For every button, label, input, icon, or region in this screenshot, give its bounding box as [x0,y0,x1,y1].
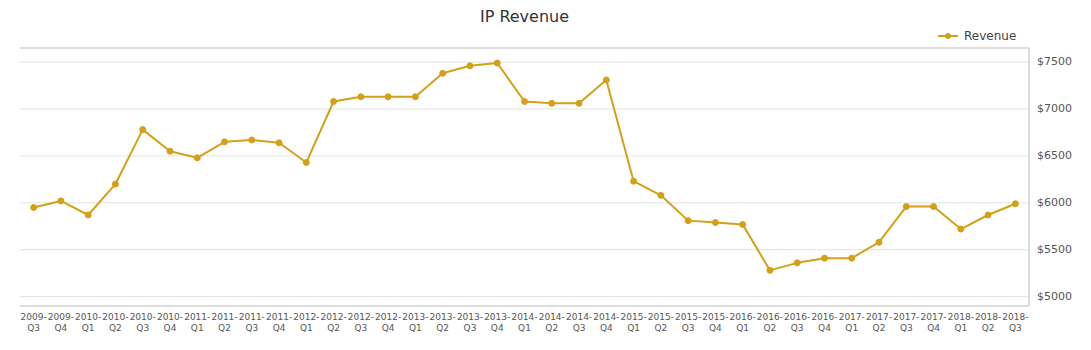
marker [767,267,773,273]
x-tick-label: 2017-Q3 [893,312,919,333]
marker [194,155,200,161]
y-tick-label: $5500 [1037,243,1072,256]
marker [140,127,146,133]
frame-bottom [20,306,1029,307]
x-tick-label: 2014-Q3 [566,312,592,333]
chart: $5000 $5500 $6000 $6500 $7000 $7500 2009-Q3200… [0,0,1091,350]
marker [821,255,827,261]
x-tick-label: 2016-Q3 [784,312,810,333]
marker [358,94,364,100]
x-tick-label: 2011-Q2 [211,312,237,333]
x-tick-label: 2015-Q1 [621,312,647,333]
marker [849,255,855,261]
marker [685,218,691,224]
x-tick-label: 2010-Q3 [130,312,156,333]
x-tick-label: 2013-Q4 [484,312,510,333]
marker [931,204,937,210]
marker [31,204,37,210]
marker [467,63,473,69]
x-tick-label: 2010-Q4 [157,312,183,333]
legend: Revenue [938,29,1016,43]
marker [522,98,528,104]
marker [249,137,255,143]
x-tick-label: 2015-Q4 [702,312,728,333]
grid-line [20,62,1029,63]
marker [903,204,909,210]
grid-line [20,155,1029,156]
y-tick-label: $6000 [1037,196,1072,209]
grid-line [20,296,1029,297]
marker [794,260,800,266]
y-axis-line [1029,48,1030,306]
marker [740,221,746,227]
marker [603,77,609,83]
marker [303,159,309,165]
legend-label: Revenue [964,29,1016,43]
y-axis: $5000 $5500 $6000 $6500 $7000 $7500 [1037,55,1072,303]
marker [712,220,718,226]
y-tick-label: $5000 [1037,290,1072,303]
x-tick-label: 2009-Q4 [48,312,74,333]
marker [985,212,991,218]
marker [440,70,446,76]
x-tick-label: 2017-Q1 [839,312,865,333]
y-grid [20,62,1029,297]
x-tick-label: 2012-Q1 [293,312,319,333]
marker [576,100,582,106]
y-tick-label: $7500 [1037,55,1072,68]
marker [631,178,637,184]
marker [58,198,64,204]
legend-marker [945,33,951,39]
x-tick-label: 2018-Q1 [948,312,974,333]
marker [222,139,228,145]
marker [549,100,555,106]
x-tick-label: 2012-Q4 [375,312,401,333]
x-tick-label: 2016-Q1 [730,312,756,333]
marker [167,148,173,154]
x-tick-label: 2016-Q2 [757,312,783,333]
x-tick-label: 2014-Q2 [539,312,565,333]
x-tick-label: 2011-Q1 [184,312,210,333]
plot-area [31,60,1019,273]
y-tick-label: $6500 [1037,149,1072,162]
grid-line [20,108,1029,109]
marker [276,140,282,146]
grid-line [20,202,1029,203]
title: IP Revenue [480,7,569,26]
grid-line [20,249,1029,250]
x-tick-label: 2010-Q1 [75,312,101,333]
marker [85,212,91,218]
frame-top [20,48,1029,49]
x-tick-label: 2015-Q2 [648,312,674,333]
x-tick-label: 2017-Q4 [920,312,946,333]
x-tick-label: 2011-Q4 [266,312,292,333]
x-tick-label: 2012-Q2 [321,312,347,333]
x-tick-label: 2013-Q2 [430,312,456,333]
line [34,63,1016,270]
x-tick-label: 2013-Q3 [457,312,483,333]
marker [494,60,500,66]
marker [331,98,337,104]
x-tick-label: 2014-Q1 [511,312,537,333]
x-axis: 2009-Q32009-Q42010-Q12010-Q22010-Q32010-… [21,312,1029,333]
x-tick-label: 2011-Q3 [239,312,265,333]
x-tick-label: 2010-Q2 [102,312,128,333]
y-tick-label: $7000 [1037,102,1072,115]
x-tick-label: 2018-Q3 [1002,312,1028,333]
marker [385,94,391,100]
x-tick-label: 2016-Q4 [811,312,837,333]
marker [876,239,882,245]
marker [412,94,418,100]
x-tick-label: 2015-Q3 [675,312,701,333]
x-tick-label: 2012-Q3 [348,312,374,333]
x-tick-label: 2017-Q2 [866,312,892,333]
marker [112,181,118,187]
x-tick-label: 2009-Q3 [21,312,47,333]
x-tick-label: 2014-Q4 [593,312,619,333]
x-tick-label: 2018-Q2 [975,312,1001,333]
marker [658,192,664,198]
marker [958,226,964,232]
marker [1012,201,1018,207]
x-tick-label: 2013-Q1 [402,312,428,333]
